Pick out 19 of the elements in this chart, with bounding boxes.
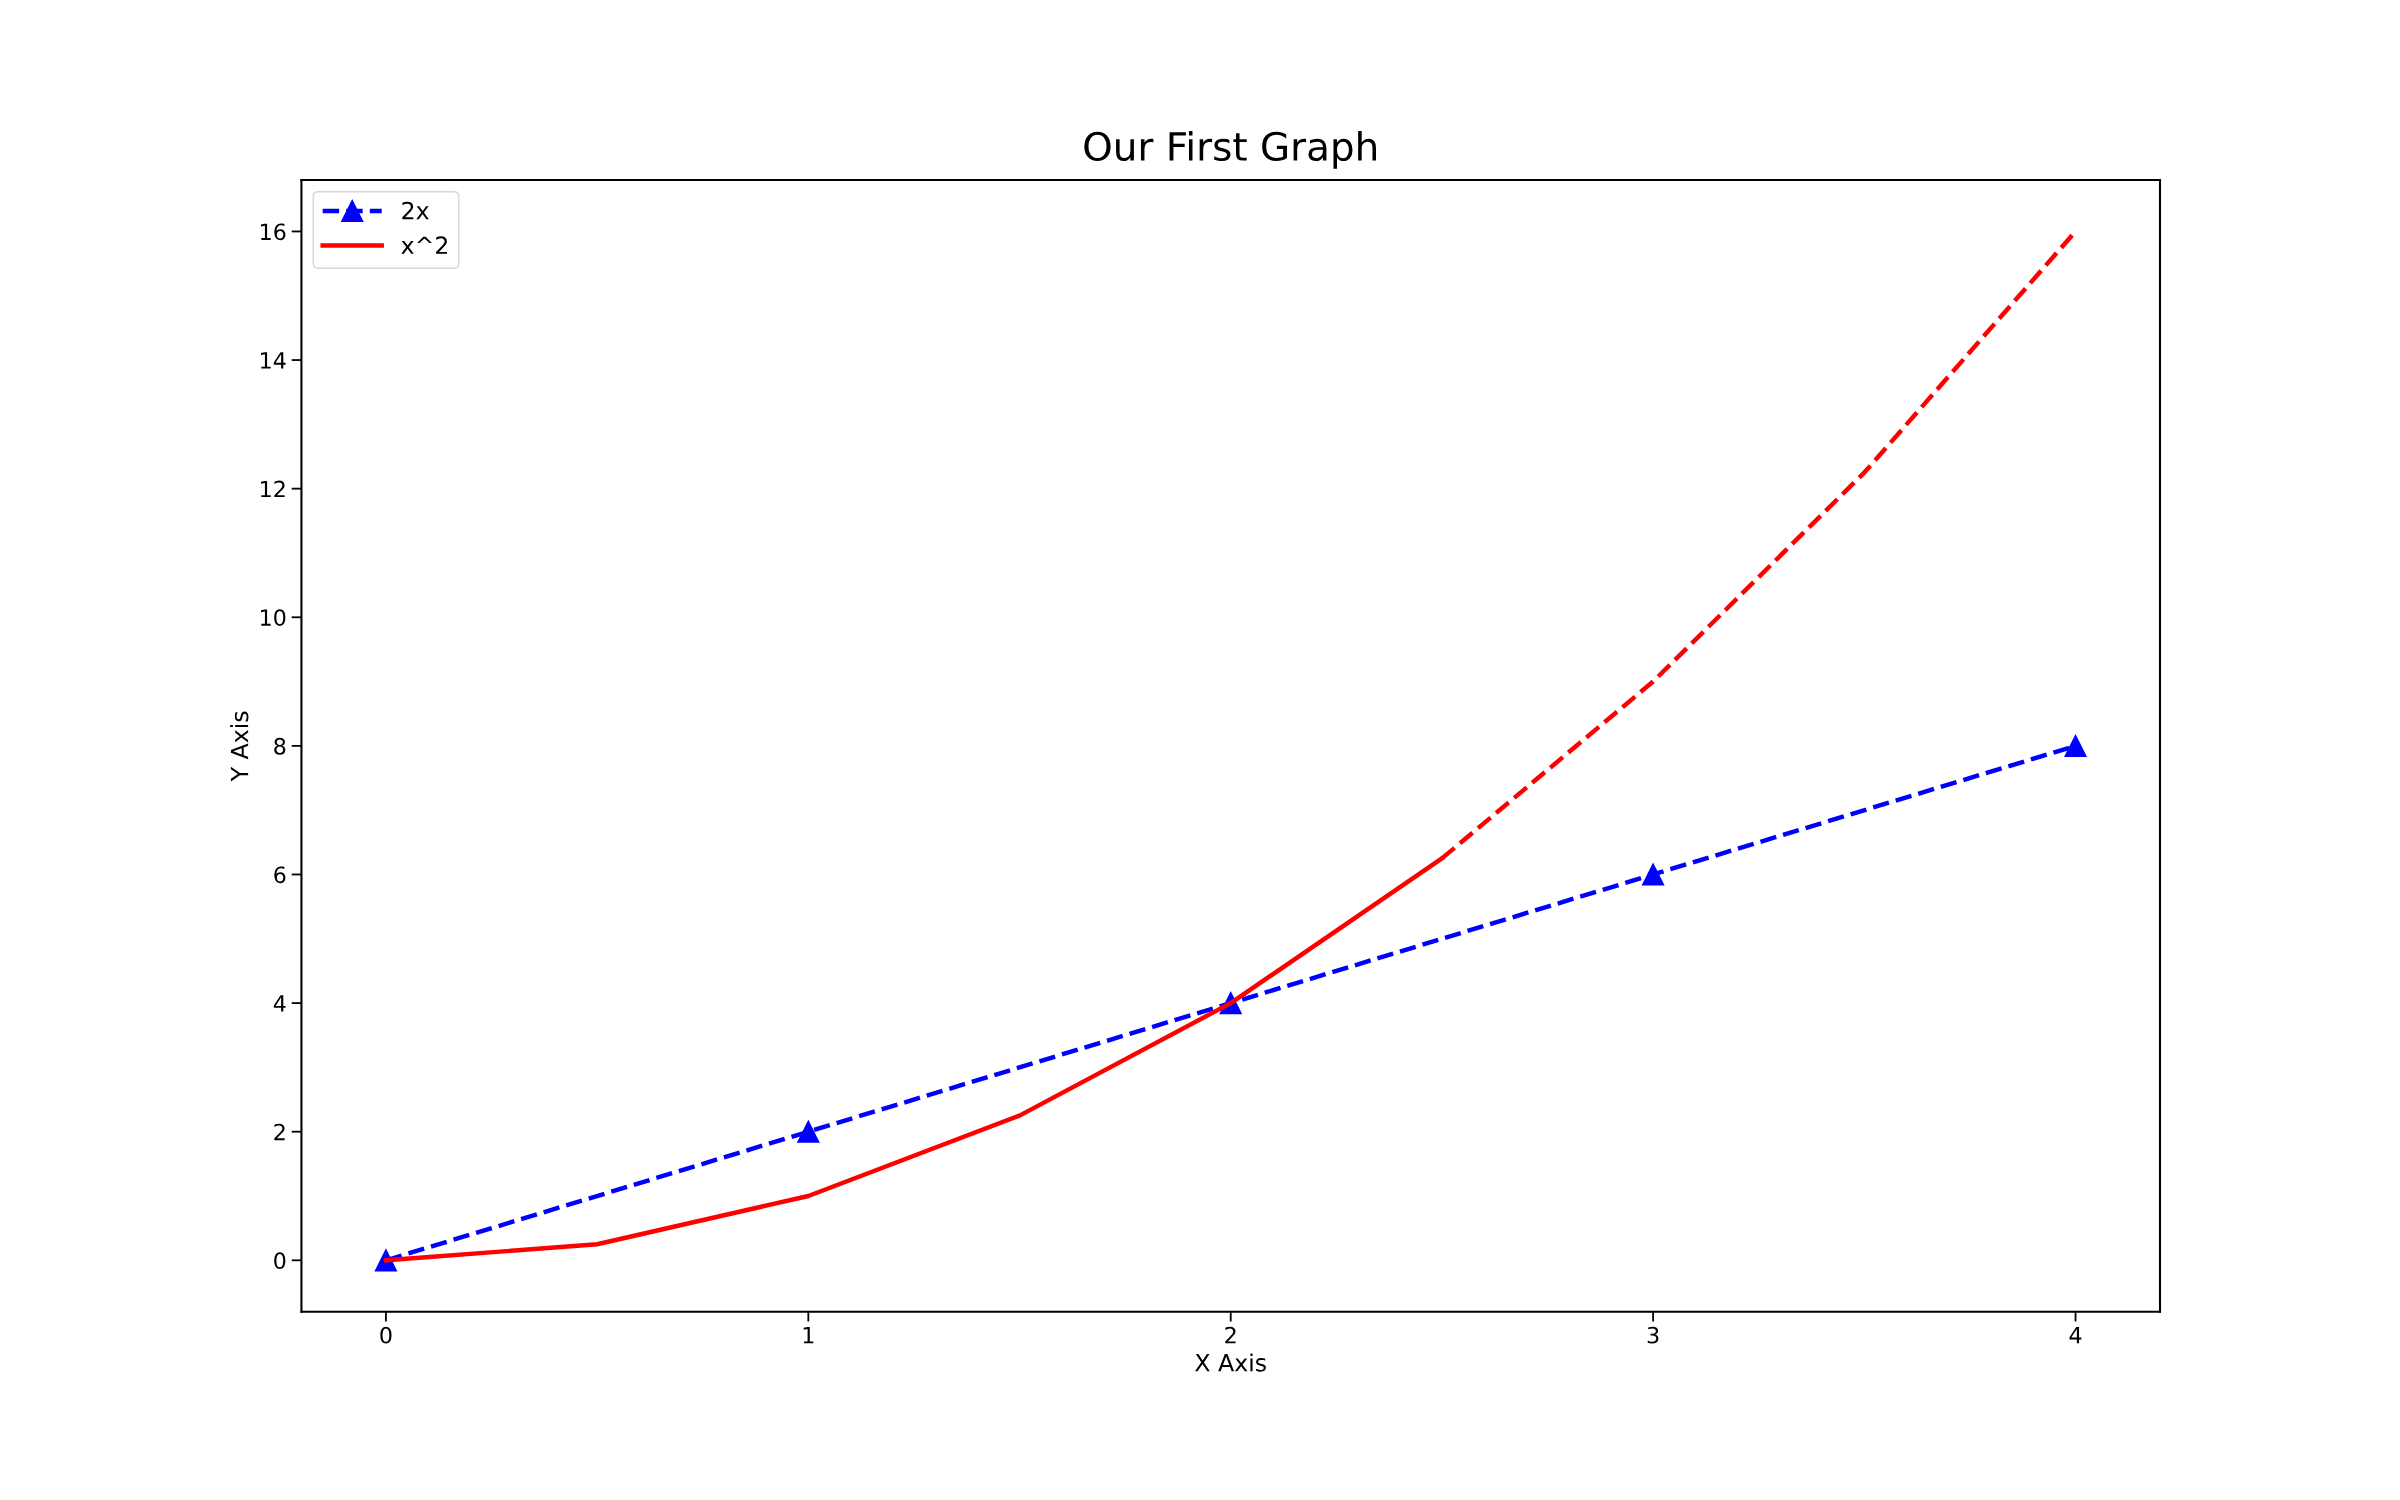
x-tick-label: 1 bbox=[803, 1327, 814, 1344]
x-tick-label: 3 bbox=[1647, 1326, 1659, 1344]
chart-title: Our First Graph bbox=[1084, 131, 1376, 169]
y-tick-label: 10 bbox=[261, 609, 286, 627]
x-tick-label: 0 bbox=[380, 1326, 392, 1344]
y-tick-label: 4 bbox=[273, 995, 286, 1012]
legend-label: 2x bbox=[402, 201, 429, 220]
x-tick-label: 2 bbox=[1225, 1326, 1236, 1344]
y-tick-label: 0 bbox=[274, 1252, 286, 1270]
y-tick-label: 2 bbox=[274, 1123, 285, 1141]
legend-label: x^2 bbox=[401, 236, 448, 254]
y-tick-label: 12 bbox=[261, 480, 285, 498]
x-tick-label: 4 bbox=[2069, 1327, 2082, 1344]
y-axis-title: Y Axis bbox=[230, 711, 249, 782]
y-tick-label: 6 bbox=[274, 866, 286, 884]
x-axis-title: X Axis bbox=[1195, 1353, 1266, 1372]
y-tick-label: 14 bbox=[261, 352, 286, 369]
y-tick-label: 16 bbox=[261, 223, 286, 241]
y-tick-label: 8 bbox=[274, 737, 286, 755]
